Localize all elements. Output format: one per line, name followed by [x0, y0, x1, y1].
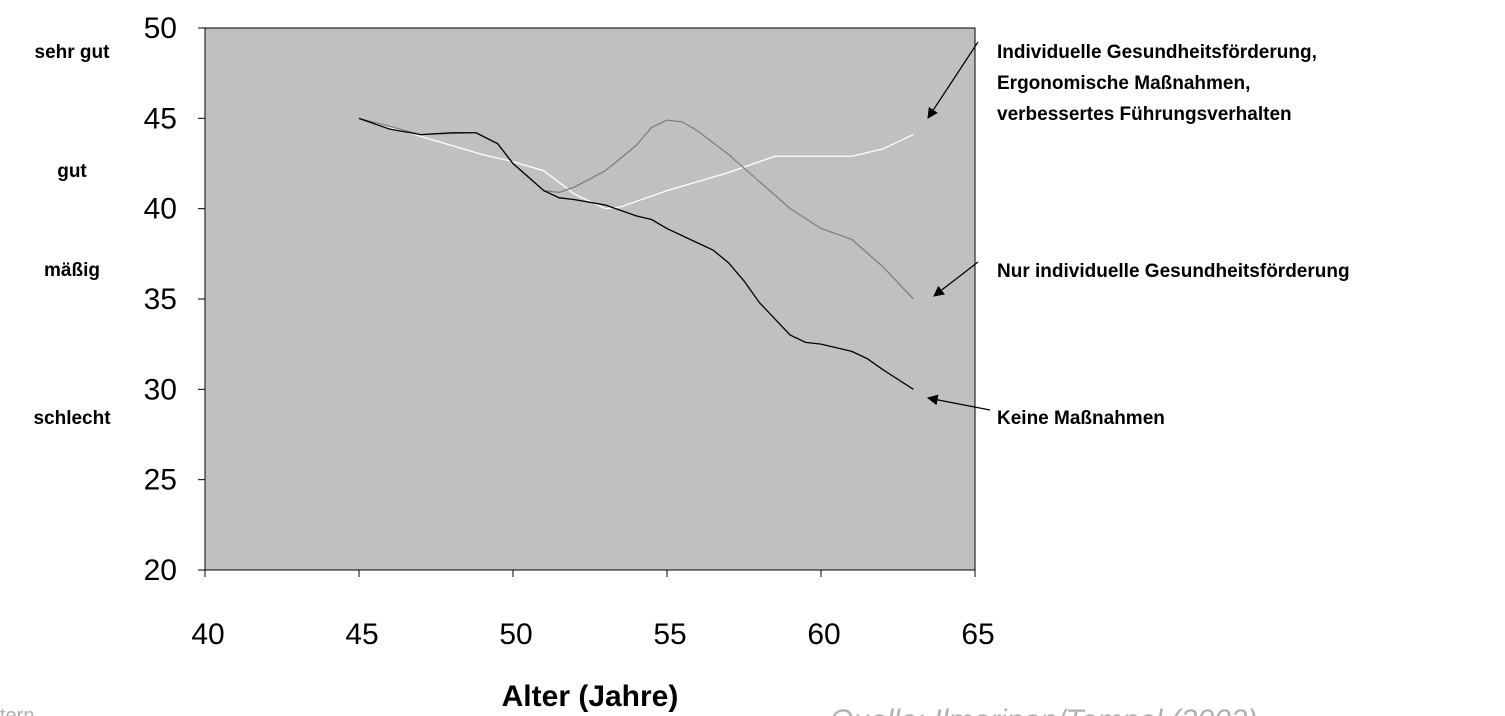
y-category-label: gut [57, 161, 87, 182]
x-tick-label: 45 [345, 618, 378, 651]
y-category-label: schlecht [33, 408, 111, 429]
y-tick-label: 30 [144, 373, 177, 406]
y-tick-label: 40 [144, 193, 177, 226]
y-tick-label: 45 [144, 102, 177, 135]
x-tick-label: 60 [807, 618, 840, 651]
x-tick-label: 55 [653, 618, 686, 651]
series-line [358, 117, 914, 390]
x-axis-label: Alter (Jahre) [502, 680, 679, 713]
series-line [358, 117, 914, 210]
legend-label: Nur individuelle Gesundheitsförderung [997, 261, 1350, 282]
y-category-label: mäßig [44, 260, 100, 281]
x-tick-label: 50 [499, 618, 532, 651]
legend-label: Keine Maßnahmen [997, 408, 1165, 429]
y-tick-label: 50 [144, 12, 177, 45]
arrow [933, 261, 979, 297]
y-tick-label: 20 [144, 554, 177, 587]
y-category-label: sehr gut [35, 42, 111, 63]
legend-label: Individuelle Gesundheitsförderung, Ergono… [997, 42, 1317, 125]
y-tick-label: 35 [144, 283, 177, 316]
x-tick-label: 65 [961, 618, 994, 651]
footer-fragment: tern [0, 705, 34, 716]
source: Quelle: Ilmarinen/Tempel (2002) [830, 704, 1257, 716]
plot-area [204, 27, 976, 571]
y-tick-label: 25 [144, 464, 177, 497]
x-tick-label: 40 [191, 618, 224, 651]
arrow [927, 41, 979, 119]
arrow [926, 394, 991, 411]
